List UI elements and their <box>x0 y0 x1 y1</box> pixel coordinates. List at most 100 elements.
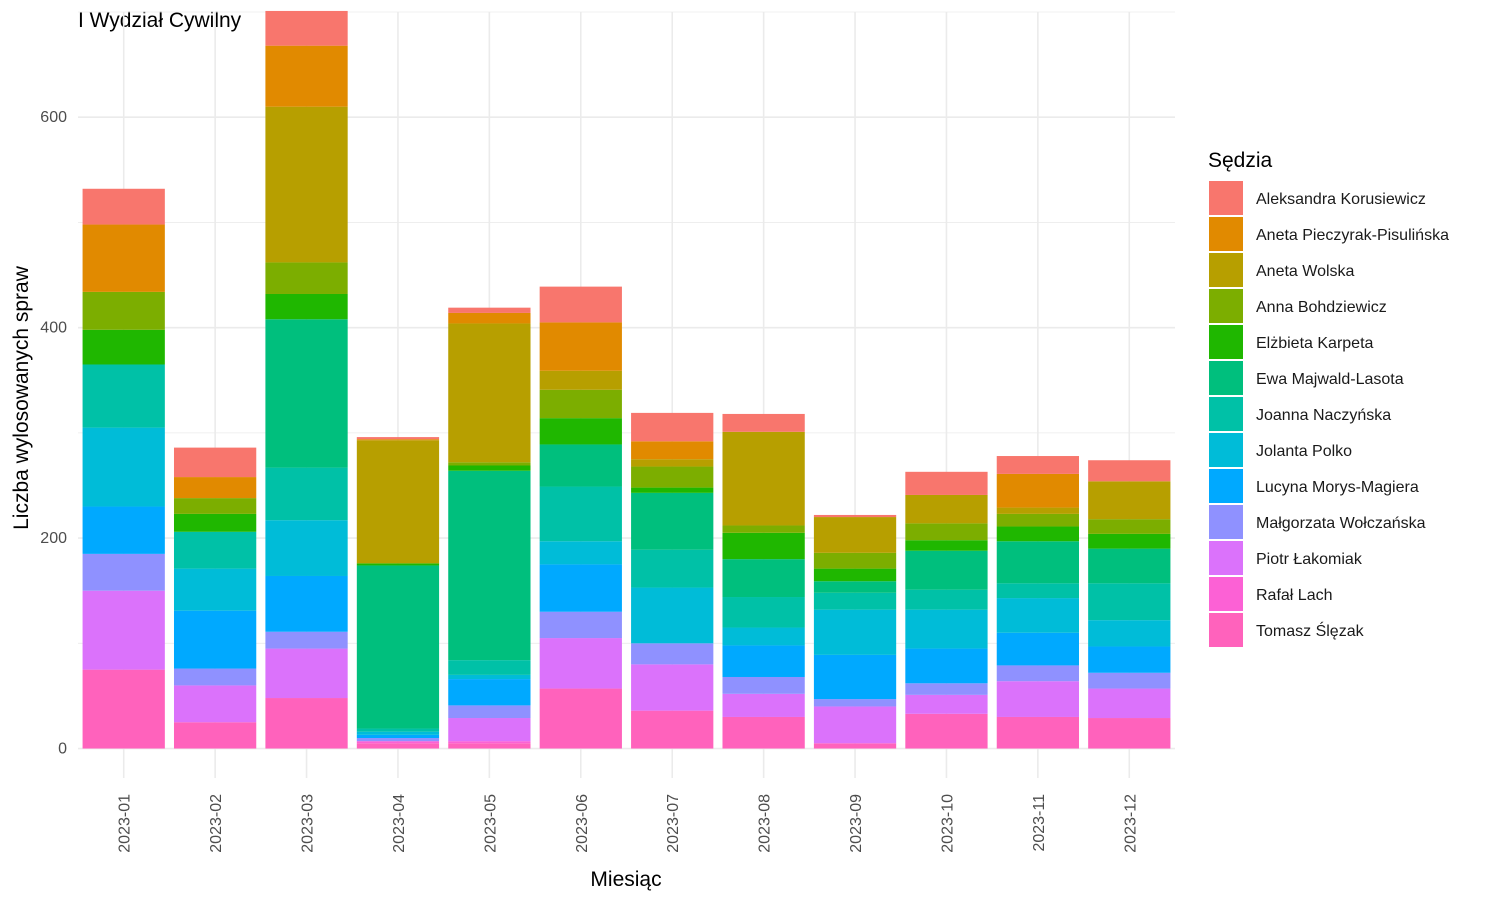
bar-segment <box>539 322 622 371</box>
bar-segment <box>996 456 1080 474</box>
bar-segment <box>448 741 531 744</box>
x-tick-label: 2023-03 <box>300 794 317 853</box>
bar-segment <box>905 550 988 590</box>
bar-segment <box>722 413 805 432</box>
legend-swatch <box>1209 325 1243 359</box>
legend-swatch <box>1209 505 1243 539</box>
bar-segment <box>173 498 257 514</box>
bar-segment <box>173 531 257 569</box>
bars <box>82 10 1171 749</box>
bar-segment <box>722 627 805 646</box>
bar-segment <box>82 669 165 749</box>
bar-segment <box>905 713 988 749</box>
bar-segment <box>722 431 805 526</box>
bar-segment <box>539 444 622 487</box>
bar-segment <box>173 477 257 499</box>
bar-segment <box>631 412 714 442</box>
bar-segment <box>265 575 348 632</box>
bar-segment <box>905 471 988 495</box>
bar-segment <box>631 664 714 711</box>
legend-label: Aneta Pieczyrak-Pisulińska <box>1256 227 1449 244</box>
bar-segment <box>539 564 622 612</box>
legend-label: Rafał Lach <box>1256 587 1333 604</box>
bar-segment <box>722 532 805 560</box>
bar-segment <box>448 674 531 680</box>
x-tick-label: 2023-05 <box>482 794 499 853</box>
bar-segment <box>448 718 531 742</box>
bar-segment <box>813 609 897 655</box>
y-tick-label: 400 <box>40 320 67 337</box>
bar-segment <box>1088 620 1171 647</box>
bar-segment <box>813 514 897 518</box>
legend-swatch <box>1209 289 1243 323</box>
bar-segment <box>631 466 714 488</box>
bar-segment <box>1088 548 1171 584</box>
bar-segment <box>265 45 348 107</box>
bar-segment <box>1088 460 1171 482</box>
bar-segment <box>996 513 1080 527</box>
bar-segment <box>539 370 622 390</box>
legend-label: Elżbieta Karpeta <box>1256 335 1374 352</box>
bar-segment <box>265 467 348 521</box>
bar-segment <box>82 329 165 365</box>
bar-segment <box>448 743 531 749</box>
x-tick-label: 2023-07 <box>665 794 682 853</box>
bar-segment <box>448 705 531 719</box>
y-tick-label: 0 <box>58 741 67 758</box>
x-tick-label: 2023-02 <box>208 794 225 853</box>
legend-swatch <box>1209 253 1243 287</box>
bar-segment <box>356 728 440 732</box>
bar-segment <box>631 710 714 749</box>
bar-segment <box>631 459 714 467</box>
bar-segment <box>539 638 622 689</box>
bar-segment <box>722 559 805 598</box>
x-tick-label: 2023-04 <box>391 794 408 853</box>
bar-segment <box>1088 718 1171 749</box>
bar-segment <box>996 665 1080 682</box>
bar-segment <box>356 565 440 729</box>
x-tick-label: 2023-06 <box>574 794 591 853</box>
bar-segment <box>996 598 1080 633</box>
bar-segment <box>82 553 165 591</box>
bar-segment <box>905 609 988 649</box>
bar-segment <box>82 590 165 670</box>
y-axis-ticks: 0 200 400 600 <box>40 109 67 757</box>
bar-segment <box>631 643 714 665</box>
bar-segment <box>539 541 622 565</box>
legend-label: Tomasz Ślęzak <box>1256 621 1365 640</box>
bar-segment <box>265 319 348 468</box>
bar-segment <box>631 487 714 493</box>
bar-segment <box>356 440 440 564</box>
legend-swatch <box>1209 433 1243 467</box>
bar-segment <box>905 648 988 684</box>
bar-segment <box>82 506 165 554</box>
bar-segment <box>1088 672 1171 689</box>
bar-segment <box>82 188 165 225</box>
bar-segment <box>905 589 988 610</box>
bar-segment <box>265 631 348 649</box>
legend-label: Małgorzata Wołczańska <box>1256 515 1426 532</box>
bar-segment <box>813 517 897 553</box>
bar-segment <box>265 106 348 263</box>
legend-swatch <box>1209 217 1243 251</box>
bar-segment <box>82 224 165 292</box>
bar-segment <box>539 611 622 639</box>
y-tick-label: 600 <box>40 109 67 126</box>
bar-segment <box>173 722 257 749</box>
bar-segment <box>813 699 897 707</box>
bar-segment <box>813 581 897 593</box>
bar-segment <box>1088 646 1171 673</box>
x-tick-label: 2023-08 <box>757 794 774 853</box>
bar-segment <box>82 364 165 428</box>
bar-segment <box>448 470 531 661</box>
bar-segment <box>722 716 805 749</box>
bar-segment <box>356 743 440 749</box>
bar-segment <box>448 679 531 706</box>
legend-label: Jolanta Polko <box>1256 443 1352 460</box>
bar-segment <box>813 568 897 582</box>
bar-segment <box>448 462 531 466</box>
bar-segment <box>539 688 622 749</box>
bar-segment <box>448 660 531 675</box>
bar-segment <box>722 676 805 694</box>
